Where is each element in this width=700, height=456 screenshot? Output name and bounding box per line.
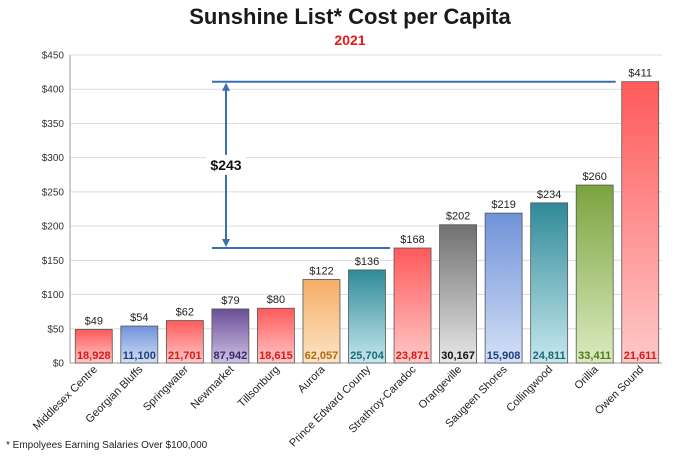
category-label: Collingwood <box>504 364 555 415</box>
bar <box>621 81 660 364</box>
population-label: 30,167 <box>441 350 475 362</box>
bar <box>393 247 432 364</box>
population-label: 87,942 <box>214 350 248 362</box>
arrow-up-icon <box>222 82 230 91</box>
population-label: 21,701 <box>168 350 202 362</box>
population-label: 23,871 <box>396 350 430 362</box>
footnote: * Empolyees Earning Salaries Over $100,0… <box>6 440 208 451</box>
value-label: $136 <box>355 256 379 268</box>
population-label: 33,411 <box>578 350 611 362</box>
bar <box>120 325 159 364</box>
value-label: $168 <box>400 234 424 246</box>
annotation-label: $243 <box>210 157 241 173</box>
y-tick-label: $200 <box>42 222 65 233</box>
y-tick-label: $0 <box>53 359 65 370</box>
category-label: Springwater <box>141 363 191 413</box>
value-label: $260 <box>582 171 606 183</box>
annotation-label-bg <box>206 154 246 175</box>
value-label: $62 <box>176 307 194 319</box>
bar <box>439 224 477 364</box>
value-label: $80 <box>267 294 285 306</box>
bar <box>165 320 204 364</box>
value-label: $234 <box>537 189 561 201</box>
value-label: $122 <box>309 265 333 277</box>
population-label: 15,908 <box>487 350 521 362</box>
bar <box>530 202 569 364</box>
category-label: Prince Edward County <box>287 363 373 449</box>
category-label: Orangeville <box>416 364 464 412</box>
bar <box>575 184 614 364</box>
category-label: Orillia <box>572 363 601 392</box>
y-tick-label: $250 <box>42 187 65 198</box>
bar <box>348 269 386 364</box>
arrow-down-icon <box>222 239 230 248</box>
category-label: Aurora <box>296 363 328 395</box>
category-label: Tillsonburg <box>236 364 282 410</box>
population-label: 24,811 <box>533 350 566 362</box>
value-label: $79 <box>221 295 239 307</box>
population-label: 11,100 <box>123 350 156 362</box>
value-label: $202 <box>446 211 470 223</box>
bar <box>257 307 295 364</box>
bar <box>211 308 250 364</box>
population-label: 21,611 <box>624 350 657 362</box>
value-label: $54 <box>130 312 148 324</box>
y-tick-label: $400 <box>42 85 65 96</box>
bar <box>74 329 113 364</box>
population-label: 18,928 <box>77 350 111 362</box>
category-label: Owen Sound <box>593 364 646 417</box>
y-tick-label: $150 <box>42 256 65 267</box>
y-tick-label: $350 <box>42 119 65 130</box>
y-tick-label: $100 <box>42 290 65 301</box>
bar <box>484 212 523 364</box>
y-tick-label: $450 <box>42 51 65 62</box>
population-label: 62,057 <box>305 350 339 362</box>
population-label: 25,704 <box>350 350 385 362</box>
value-label: $219 <box>491 199 515 211</box>
y-tick-label: $50 <box>47 324 64 335</box>
chart-title: Sunshine List* Cost per Capita <box>189 4 511 29</box>
bar <box>302 279 341 364</box>
value-label: $411 <box>628 68 652 80</box>
value-label: $49 <box>85 315 103 327</box>
population-label: 18,615 <box>259 350 293 362</box>
category-label: Newmarket <box>189 364 237 412</box>
y-tick-label: $300 <box>42 153 65 164</box>
chart-subtitle: 2021 <box>334 32 366 48</box>
